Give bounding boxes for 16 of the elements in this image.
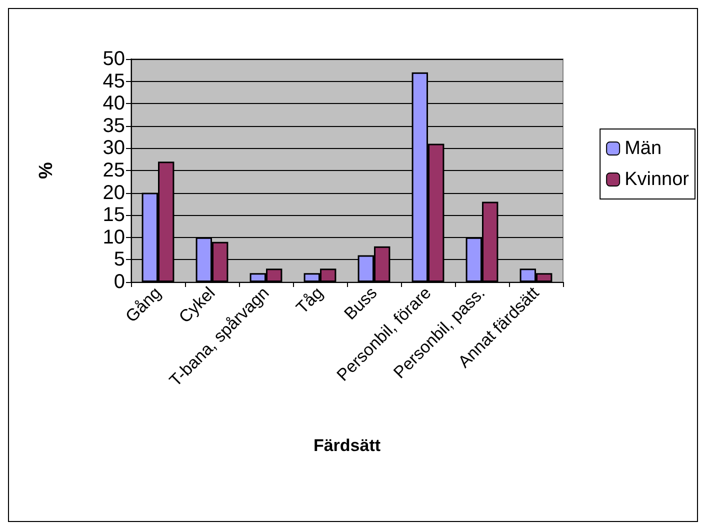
y-tick-label: 20 [102, 182, 125, 204]
y-tick-label: 0 [114, 271, 125, 293]
x-tick-label: Tåg [292, 283, 327, 318]
y-tick-label: 35 [102, 114, 125, 137]
legend-label: Män [624, 138, 662, 159]
y-tick-label: 10 [102, 226, 125, 248]
y-tick-label: 5 [114, 248, 125, 271]
y-tick-label: 25 [102, 160, 125, 182]
y-tick-label: 30 [102, 137, 125, 160]
x-axis-title: Färdsätt [313, 436, 381, 455]
y-tick-label: 50 [102, 48, 125, 70]
legend-label: Kvinnor [624, 169, 690, 190]
y-tick-label: 15 [102, 204, 125, 226]
y-axis-title: % [36, 162, 57, 179]
y-tick-label: 40 [102, 92, 125, 115]
y-tick-label: 45 [102, 70, 125, 92]
